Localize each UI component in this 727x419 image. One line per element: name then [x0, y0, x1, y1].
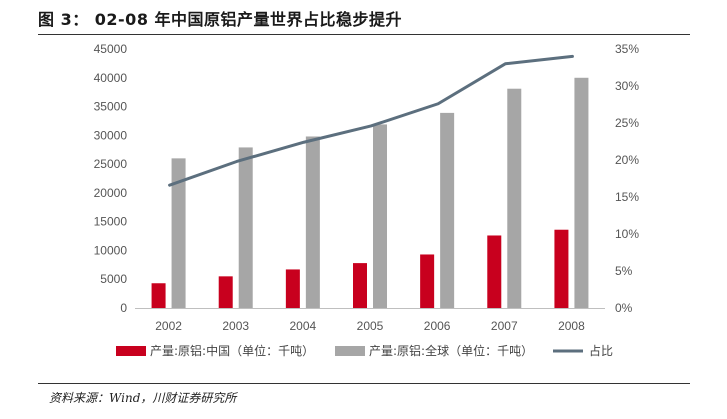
left-tick-label: 35000 — [94, 100, 128, 114]
left-tick-label: 0 — [120, 301, 127, 315]
bar-china-2002 — [151, 283, 166, 308]
left-tick-label: 20000 — [94, 186, 128, 200]
bar-china-2008 — [554, 229, 569, 308]
bar-world-2004 — [305, 136, 320, 308]
bar-world-2003 — [238, 147, 253, 308]
left-tick-label: 10000 — [94, 243, 128, 257]
x-tick-label: 2008 — [558, 319, 585, 333]
right-tick-label: 5% — [615, 264, 633, 278]
x-tick-label: 2003 — [222, 319, 249, 333]
x-tick-label: 2002 — [155, 319, 182, 333]
left-tick-label: 25000 — [94, 157, 128, 171]
bar-china-2007 — [487, 235, 502, 308]
legend-swatch-china — [116, 346, 146, 356]
legend: 产量:原铝:中国（单位：千吨） 产量:原铝:全球（单位：千吨） 占比 — [116, 343, 613, 358]
right-tick-label: 15% — [615, 190, 639, 204]
right-tick-label: 0% — [615, 301, 633, 315]
right-tick-label: 20% — [615, 153, 639, 167]
bar-china-2005 — [353, 263, 367, 308]
bar-world-2008 — [574, 77, 589, 309]
x-tick-label: 2004 — [290, 319, 317, 333]
left-tick-label: 30000 — [94, 128, 128, 142]
right-tick-label: 25% — [615, 116, 639, 130]
legend-swatch-world — [335, 346, 365, 356]
x-tick-label: 2007 — [491, 319, 518, 333]
legend-label-world: 产量:原铝:全球（单位：千吨） — [369, 343, 533, 358]
left-tick-label: 15000 — [94, 215, 128, 229]
legend-label-share: 占比 — [589, 343, 613, 358]
bars-group — [151, 77, 589, 309]
right-tick-label: 10% — [615, 227, 639, 241]
legend-label-china: 产量:原铝:中国（单位：千吨） — [150, 343, 314, 358]
left-tick-label: 5000 — [100, 272, 127, 286]
right-tick-label: 30% — [615, 79, 639, 93]
left-tick-label: 40000 — [94, 71, 128, 85]
bar-china-2003 — [218, 276, 233, 308]
left-tick-label: 45000 — [94, 42, 128, 56]
source-note: 资料来源：Wind，川财证券研究所 — [49, 391, 237, 405]
left-axis-ticks: 0 5000 10000 15000 20000 25000 30000 35000 40000… — [94, 42, 128, 315]
share-line — [168, 54, 574, 187]
right-tick-label: 35% — [615, 42, 639, 56]
x-tick-label: 2006 — [424, 319, 451, 333]
share-line-group — [168, 54, 574, 187]
figure-title: 图 3： 02-08 年中国原铝产量世界占比稳步提升 — [38, 10, 403, 29]
bar-china-2006 — [420, 254, 435, 308]
bar-world-2006 — [440, 112, 455, 309]
top-rule — [38, 34, 690, 35]
bar-world-2007 — [507, 88, 522, 308]
right-axis-ticks: 0% 5% 10% 15% 20% 25% 30% 35% — [615, 42, 639, 315]
x-axis-ticks: 2002 2003 2004 2005 2006 2007 2008 — [155, 319, 585, 333]
bottom-rule — [38, 383, 690, 384]
bar-china-2004 — [285, 269, 300, 308]
bar-world-2005 — [373, 124, 387, 308]
bar-world-2002 — [171, 158, 186, 308]
x-tick-label: 2005 — [357, 319, 384, 333]
